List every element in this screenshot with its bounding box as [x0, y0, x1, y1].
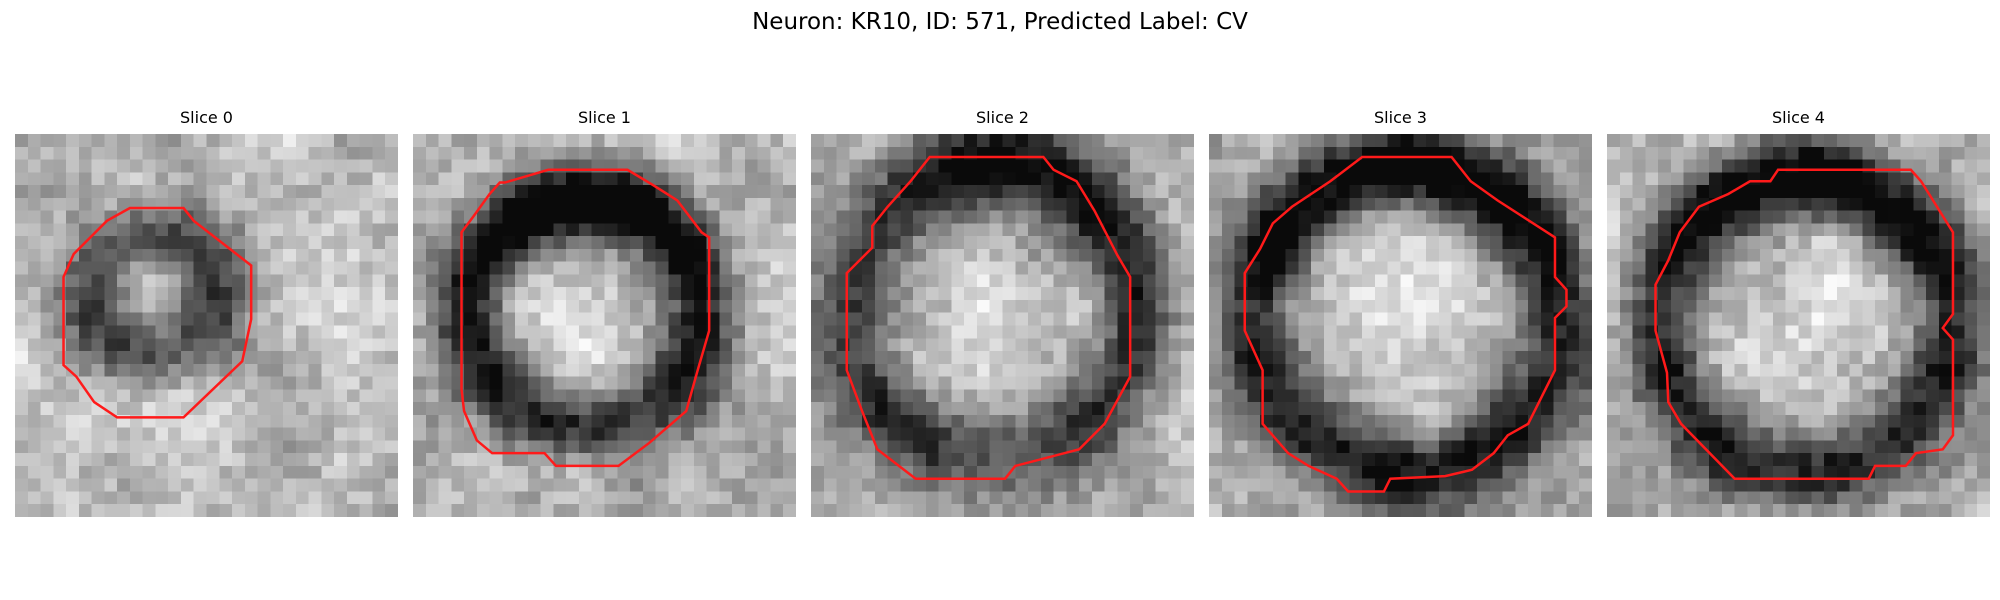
slice-panel-0: Slice 0 [15, 134, 398, 517]
slice-panel-1: Slice 1 [413, 134, 796, 517]
slice-title-2: Slice 2 [811, 108, 1194, 128]
roi-contour-2 [811, 134, 1194, 517]
slice-panel-2: Slice 2 [811, 134, 1194, 517]
slice-title-3: Slice 3 [1209, 108, 1592, 128]
roi-contour-3 [1209, 134, 1592, 517]
roi-contour-1 [413, 134, 796, 517]
slice-title-4: Slice 4 [1607, 108, 1990, 128]
roi-contour-4 [1607, 134, 1990, 517]
roi-contour-0 [15, 134, 398, 517]
slice-panel-4: Slice 4 [1607, 134, 1990, 517]
slice-panel-3: Slice 3 [1209, 134, 1592, 517]
figure-title: Neuron: KR10, ID: 571, Predicted Label: … [0, 6, 2000, 38]
slice-title-0: Slice 0 [15, 108, 398, 128]
slice-title-1: Slice 1 [413, 108, 796, 128]
